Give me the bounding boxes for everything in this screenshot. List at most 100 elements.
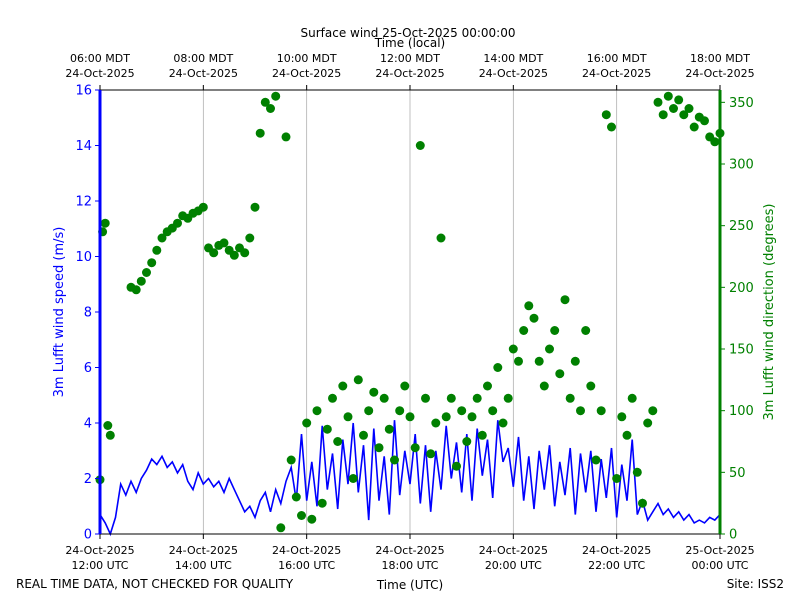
bottom-tick-time: 00:00 UTC (691, 559, 748, 572)
direction-point (581, 326, 591, 335)
direction-point (395, 406, 405, 416)
direction-point (591, 455, 601, 465)
direction-point (539, 381, 549, 391)
direction-point (302, 418, 312, 428)
right-tick-label: 200 (729, 281, 754, 296)
bottom-tick-date: 25-Oct-2025 (685, 544, 754, 557)
top-tick-date: 24-Oct-2025 (582, 67, 651, 80)
bottom-x-ticks: 24-Oct-2025 12:00 UTC 24-Oct-2025 14:00 UTC… (65, 534, 755, 572)
bottom-tick-time: 22:00 UTC (588, 559, 645, 572)
direction-point (596, 406, 606, 416)
direction-point (209, 248, 219, 258)
bottom-tick-date: 24-Oct-2025 (65, 544, 134, 557)
top-tick-time: 12:00 MDT (380, 52, 440, 65)
direction-point (131, 285, 141, 295)
right-tick-label: 250 (729, 219, 754, 234)
direction-point (276, 523, 286, 533)
direction-point (152, 245, 162, 255)
direction-point (467, 412, 477, 422)
footer-disclaimer: REAL TIME DATA, NOT CHECKED FOR QUALITY (16, 577, 294, 591)
direction-point (379, 393, 389, 403)
bottom-tick-date: 24-Oct-2025 (582, 544, 651, 557)
direction-point (431, 418, 441, 428)
direction-point (255, 128, 265, 138)
direction-point (601, 110, 611, 120)
direction-point (297, 511, 306, 520)
direction-point (689, 122, 699, 132)
direction-point (426, 449, 436, 459)
direction-point (157, 233, 167, 243)
top-tick-date: 24-Oct-2025 (685, 67, 754, 80)
direction-point (446, 393, 456, 403)
bottom-tick-time: 16:00 UTC (278, 559, 335, 572)
direction-point (674, 95, 684, 105)
direction-point (483, 381, 492, 391)
direction-point (586, 381, 596, 391)
bottom-tick-date: 24-Oct-2025 (272, 544, 341, 557)
chart-title: Surface wind 25-Oct-2025 00:00:00 (301, 26, 516, 40)
direction-point (612, 474, 622, 483)
left-tick-label: 12 (75, 195, 92, 210)
top-x-ticks: 06:00 MDT 24-Oct-2025 08:00 MDT 24-Oct-2025… (65, 52, 755, 90)
direction-point (103, 421, 113, 430)
right-tick-label: 0 (729, 528, 737, 543)
direction-point (663, 91, 673, 101)
direction-point (555, 369, 565, 379)
direction-point (136, 276, 146, 286)
left-tick-label: 0 (84, 528, 92, 543)
direction-point (519, 326, 529, 335)
top-tick-date: 24-Oct-2025 (479, 67, 548, 80)
right-tick-label: 100 (729, 404, 754, 419)
footer-site: Site: ISS2 (727, 577, 784, 591)
speed-series (99, 420, 721, 537)
left-tick-label: 14 (75, 139, 92, 154)
direction-point (462, 437, 472, 446)
direction-point (173, 218, 182, 228)
direction-point (312, 406, 322, 416)
right-y-label: 3m Lufft wind direction (degrees) (762, 204, 777, 421)
bottom-tick-time: 14:00 UTC (175, 559, 232, 572)
direction-point (653, 97, 663, 107)
left-tick-label: 16 (75, 84, 92, 99)
direction-point (550, 326, 560, 335)
bottom-tick-date: 24-Oct-2025 (479, 544, 548, 557)
direction-point (529, 313, 539, 323)
direction-point (622, 430, 632, 440)
direction-point (359, 430, 368, 440)
top-tick-time: 08:00 MDT (173, 52, 233, 65)
top-tick-time: 16:00 MDT (587, 52, 647, 65)
direction-point (700, 116, 709, 126)
direction-point (472, 393, 482, 403)
direction-point (405, 412, 415, 422)
direction-point (632, 467, 642, 477)
direction-point (198, 202, 208, 212)
direction-point (684, 104, 694, 113)
direction-point (457, 406, 467, 416)
direction-point (415, 141, 425, 150)
direction-point (286, 455, 296, 465)
direction-point (384, 424, 394, 434)
direction-point (400, 381, 410, 391)
direction-point (348, 474, 358, 483)
direction-point (343, 412, 353, 422)
direction-point (576, 406, 585, 416)
direction-point (638, 498, 647, 508)
speed-line (99, 420, 721, 537)
right-tick-label: 150 (729, 343, 754, 358)
direction-point (147, 258, 157, 268)
direction-point (317, 498, 327, 508)
bottom-tick-time: 12:00 UTC (71, 559, 128, 572)
direction-point (410, 443, 420, 453)
direction-point (560, 295, 570, 305)
direction-point (307, 514, 317, 524)
top-axis-label: Time (local) (374, 36, 446, 50)
left-y-ticks: 0 2 4 6 8 10 12 14 16 (75, 84, 100, 543)
direction-point (617, 412, 627, 422)
direction-point (514, 356, 523, 366)
direction-point (477, 430, 487, 440)
direction-point (142, 268, 151, 277)
left-tick-label: 10 (75, 250, 92, 265)
direction-point (100, 218, 110, 228)
direction-point (266, 104, 275, 113)
